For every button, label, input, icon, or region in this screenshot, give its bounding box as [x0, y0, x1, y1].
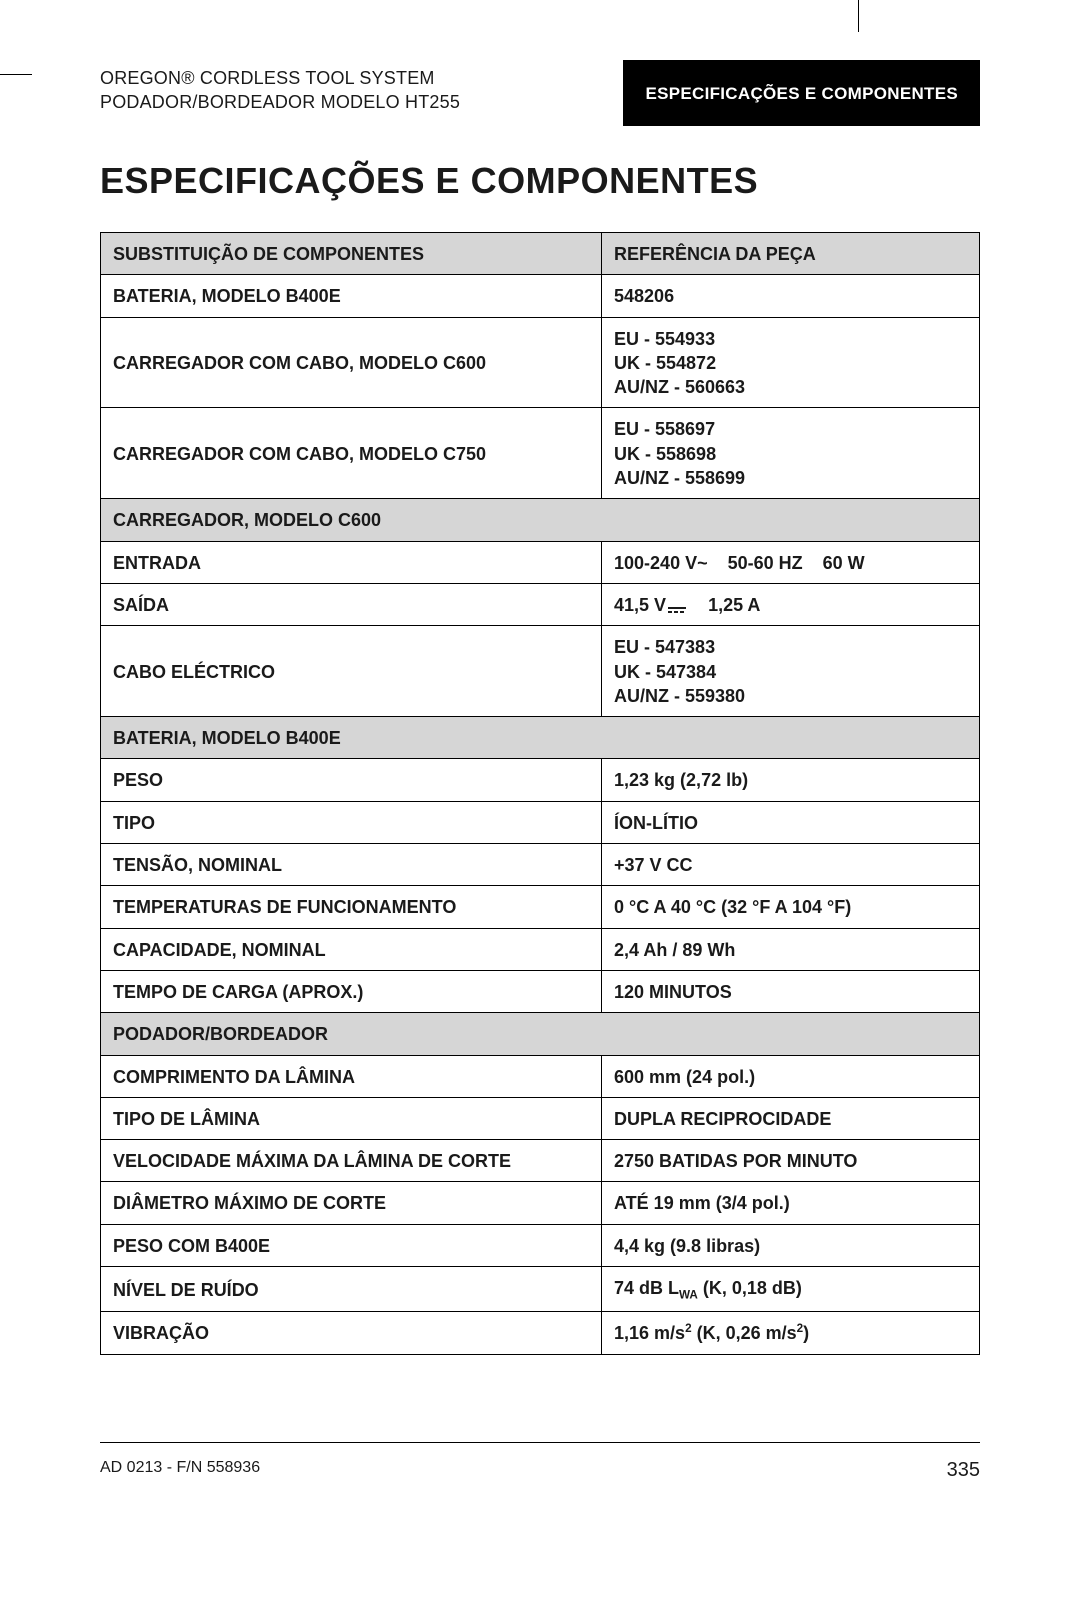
table-row: NÍVEL DE RUÍDO 74 dB LWA (K, 0,18 dB) [101, 1267, 980, 1312]
spec-label: VELOCIDADE MÁXIMA DA LÂMINA DE CORTE [101, 1140, 602, 1182]
table-row: CARREGADOR COM CABO, MODELO C750 EU - 55… [101, 408, 980, 499]
table-row: TIPO DE LÂMINA DUPLA RECIPROCIDADE [101, 1097, 980, 1139]
section-head-trimmer: PODADOR/BORDEADOR [101, 1013, 980, 1055]
spec-value: EU - 554933UK - 554872AU/NZ - 560663 [602, 317, 980, 408]
manual-page: OREGON® CORDLESS TOOL SYSTEM PODADOR/BOR… [0, 0, 1080, 1612]
spec-label: TEMPO DE CARGA (APROX.) [101, 970, 602, 1012]
section-head-replacement: SUBSTITUIÇÃO DE COMPONENTES REFERÊNCIA D… [101, 233, 980, 275]
spec-value: 548206 [602, 275, 980, 317]
table-row: TEMPO DE CARGA (APROX.) 120 MINUTOS [101, 970, 980, 1012]
spec-label: CABO ELÉCTRICO [101, 626, 602, 717]
vib-end: ) [803, 1323, 809, 1343]
spec-value: 2,4 Ah / 89 Wh [602, 928, 980, 970]
table-row: DIÂMETRO MÁXIMO DE CORTE ATÉ 19 mm (3/4 … [101, 1182, 980, 1224]
table-row: BATERIA, MODELO B400E 548206 [101, 275, 980, 317]
spec-value: EU - 547383UK - 547384AU/NZ - 559380 [602, 626, 980, 717]
section-head-charger: CARREGADOR, MODELO C600 [101, 499, 980, 541]
spec-value: 600 mm (24 pol.) [602, 1055, 980, 1097]
spec-label: COMPRIMENTO DA LÂMINA [101, 1055, 602, 1097]
noise-post: (K, 0,18 dB) [698, 1278, 802, 1298]
page-footer: AD 0213 - F/N 558936 335 [100, 1442, 980, 1482]
table-row: PESO 1,23 kg (2,72 lb) [101, 759, 980, 801]
trimmer-head: PODADOR/BORDEADOR [101, 1013, 980, 1055]
spec-label: BATERIA, MODELO B400E [101, 275, 602, 317]
spec-label: ENTRADA [101, 541, 602, 583]
spec-value: 1,16 m/s2 (K, 0,26 m/s2) [602, 1312, 980, 1354]
charger-head: CARREGADOR, MODELO C600 [101, 499, 980, 541]
spec-value: ATÉ 19 mm (3/4 pol.) [602, 1182, 980, 1224]
header-line-2: PODADOR/BORDEADOR MODELO HT255 [100, 92, 460, 112]
spec-value: 74 dB LWA (K, 0,18 dB) [602, 1267, 980, 1312]
dc-symbol-icon [668, 607, 686, 613]
spec-label: SAÍDA [101, 583, 602, 625]
spec-value: 120 MINUTOS [602, 970, 980, 1012]
spec-value: 100-240 V~ 50-60 HZ 60 W [602, 541, 980, 583]
vib-mid: (K, 0,26 m/s [692, 1323, 797, 1343]
header-line-1: OREGON® CORDLESS TOOL SYSTEM [100, 68, 435, 88]
spec-label: PESO [101, 759, 602, 801]
spec-value: 1,23 kg (2,72 lb) [602, 759, 980, 801]
noise-pre: 74 dB L [614, 1278, 679, 1298]
spec-value: 41,5 V 1,25 A [602, 583, 980, 625]
page-header: OREGON® CORDLESS TOOL SYSTEM PODADOR/BOR… [100, 60, 980, 126]
spec-label: TENSÃO, NOMINAL [101, 844, 602, 886]
spec-label: DIÂMETRO MÁXIMO DE CORTE [101, 1182, 602, 1224]
crop-mark [858, 0, 859, 32]
table-row: VELOCIDADE MÁXIMA DA LÂMINA DE CORTE 275… [101, 1140, 980, 1182]
crop-mark [0, 74, 32, 75]
table-row: CARREGADOR COM CABO, MODELO C600 EU - 55… [101, 317, 980, 408]
spec-label: CARREGADOR COM CABO, MODELO C600 [101, 317, 602, 408]
spec-label: NÍVEL DE RUÍDO [101, 1267, 602, 1312]
table-row: PESO COM B400E 4,4 kg (9.8 libras) [101, 1224, 980, 1266]
header-section-badge: ESPECIFICAÇÕES E COMPONENTES [623, 60, 980, 126]
footer-doc-id: AD 0213 - F/N 558936 [100, 1459, 260, 1482]
spec-table: SUBSTITUIÇÃO DE COMPONENTES REFERÊNCIA D… [100, 232, 980, 1355]
table-row: TEMPERATURAS DE FUNCIONAMENTO 0 °C A 40 … [101, 886, 980, 928]
table-row: ENTRADA 100-240 V~ 50-60 HZ 60 W [101, 541, 980, 583]
table-row: VIBRAÇÃO 1,16 m/s2 (K, 0,26 m/s2) [101, 1312, 980, 1354]
spec-label: VIBRAÇÃO [101, 1312, 602, 1354]
spec-value: EU - 558697UK - 558698AU/NZ - 558699 [602, 408, 980, 499]
spec-value: +37 V CC [602, 844, 980, 886]
saida-voltage: 41,5 V [614, 595, 666, 615]
spec-label: TIPO [101, 801, 602, 843]
replacement-head-right: REFERÊNCIA DA PEÇA [602, 233, 980, 275]
section-head-battery: BATERIA, MODELO B400E [101, 717, 980, 759]
table-row: COMPRIMENTO DA LÂMINA 600 mm (24 pol.) [101, 1055, 980, 1097]
table-row: TENSÃO, NOMINAL +37 V CC [101, 844, 980, 886]
table-row: TIPO ÍON-LÍTIO [101, 801, 980, 843]
header-product-title: OREGON® CORDLESS TOOL SYSTEM PODADOR/BOR… [100, 60, 623, 126]
table-row: CAPACIDADE, NOMINAL 2,4 Ah / 89 Wh [101, 928, 980, 970]
spec-label: CARREGADOR COM CABO, MODELO C750 [101, 408, 602, 499]
vib-v1: 1,16 m/s [614, 1323, 685, 1343]
spec-label: CAPACIDADE, NOMINAL [101, 928, 602, 970]
spec-label: PESO COM B400E [101, 1224, 602, 1266]
battery-head: BATERIA, MODELO B400E [101, 717, 980, 759]
spec-label: TIPO DE LÂMINA [101, 1097, 602, 1139]
spec-value: 2750 BATIDAS POR MINUTO [602, 1140, 980, 1182]
table-row: CABO ELÉCTRICO EU - 547383UK - 547384AU/… [101, 626, 980, 717]
page-title: ESPECIFICAÇÕES E COMPONENTES [100, 160, 980, 202]
table-row: SAÍDA 41,5 V 1,25 A [101, 583, 980, 625]
spec-value: 4,4 kg (9.8 libras) [602, 1224, 980, 1266]
noise-sub: WA [679, 1289, 698, 1302]
spec-value: 0 °C A 40 °C (32 °F A 104 °F) [602, 886, 980, 928]
replacement-head-left: SUBSTITUIÇÃO DE COMPONENTES [101, 233, 602, 275]
saida-current: 1,25 A [688, 595, 760, 615]
spec-value: ÍON-LÍTIO [602, 801, 980, 843]
footer-page-number: 335 [947, 1459, 980, 1482]
spec-label: TEMPERATURAS DE FUNCIONAMENTO [101, 886, 602, 928]
spec-value: DUPLA RECIPROCIDADE [602, 1097, 980, 1139]
